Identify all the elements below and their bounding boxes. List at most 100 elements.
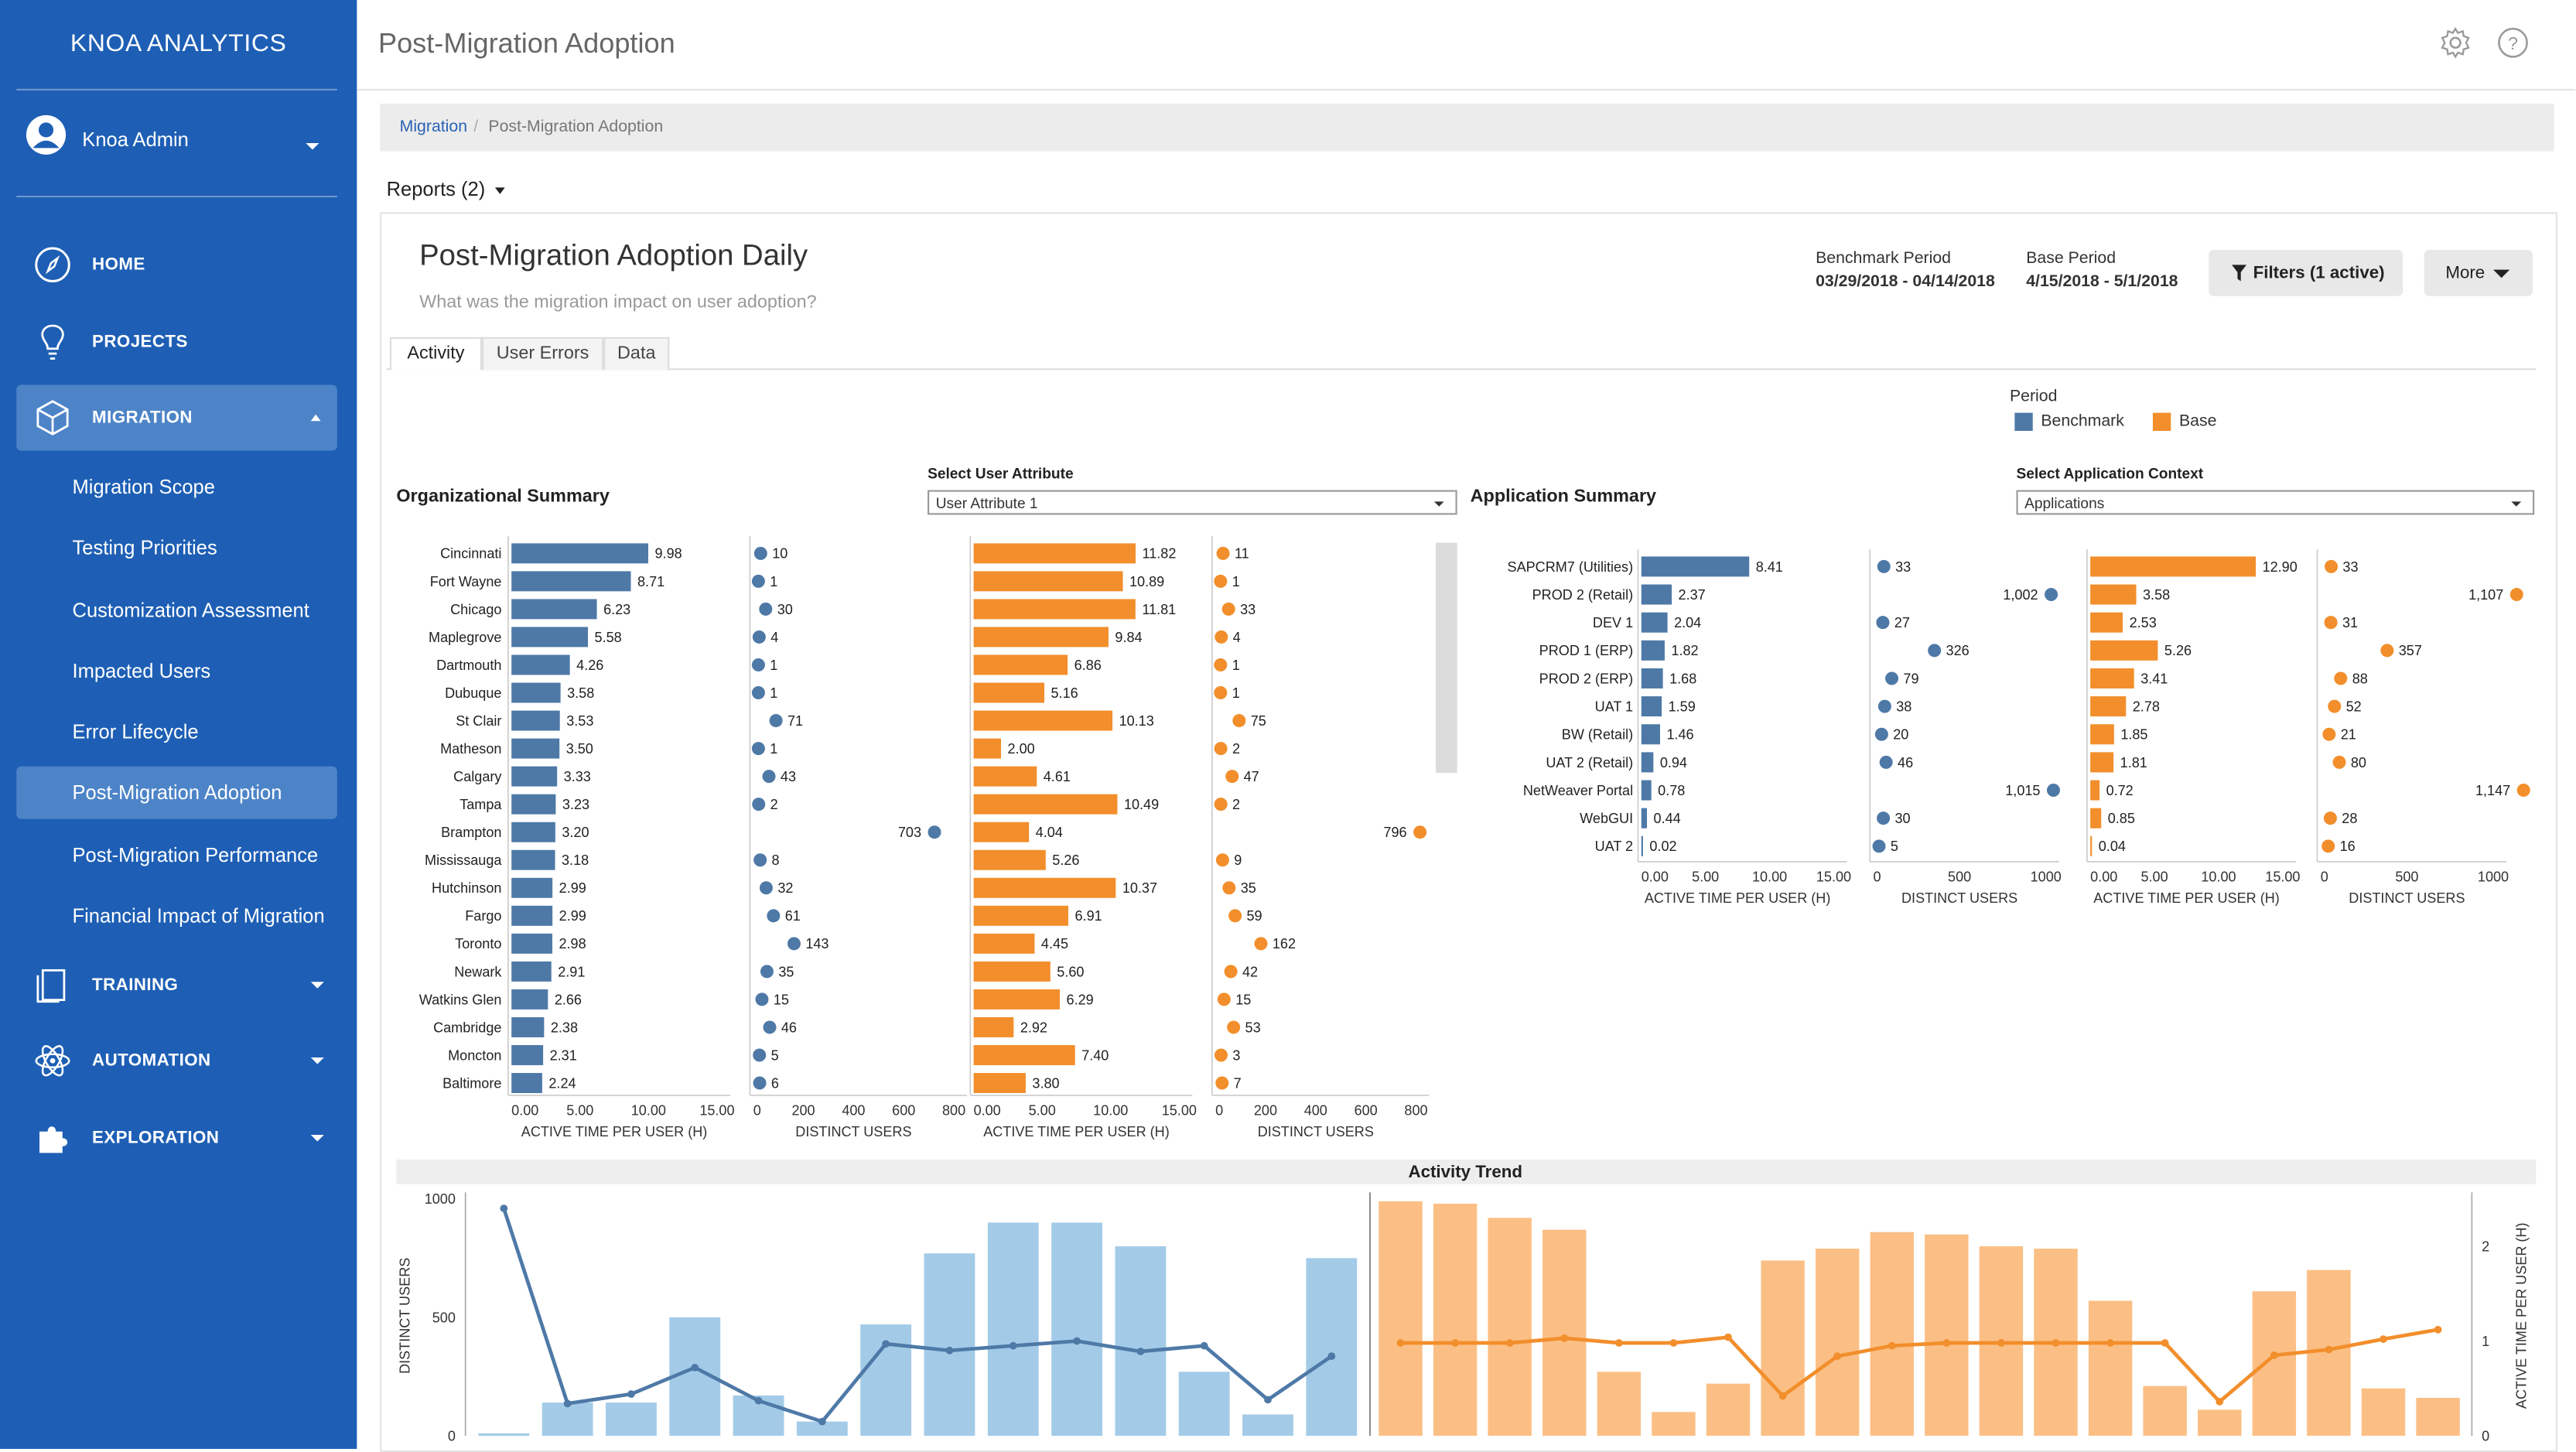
breadcrumb: Migration / Post-Migration Adoption: [380, 103, 2554, 152]
bar-value-label: 10.49: [1124, 797, 1159, 812]
tick-label: 10.00: [2201, 869, 2236, 885]
trend-point: [563, 1399, 572, 1408]
sidebar: KNOA ANALYTICS Knoa Admin HOME PROJECTS …: [0, 0, 357, 1450]
nav-post-migration-adoption[interactable]: Post-Migration Adoption: [16, 766, 337, 819]
nav-projects[interactable]: PROJECTS: [16, 309, 337, 375]
axis-title: DISTINCT USERS: [1258, 1124, 1374, 1139]
dot: [1214, 686, 1228, 700]
bar: [2090, 696, 2127, 717]
nav-testing-priorities[interactable]: Testing Priorities: [16, 521, 337, 574]
trend-point: [627, 1390, 635, 1399]
bar: [973, 933, 1035, 954]
gear-icon[interactable]: [2439, 26, 2472, 60]
nav-post-migration-performance[interactable]: Post-Migration Performance: [16, 829, 337, 882]
user-attribute-select[interactable]: User Attribute 1: [928, 490, 1457, 515]
trend-line-segment: [694, 1365, 760, 1402]
dot: [753, 1076, 767, 1090]
category-label: NetWeaver Portal: [1523, 783, 1633, 798]
bar: [511, 682, 561, 703]
tick-label: 15.00: [1162, 1102, 1197, 1118]
legend-label: Base: [2178, 412, 2217, 432]
dot-value-label: 28: [2342, 811, 2357, 826]
nav-impacted-users[interactable]: Impacted Users: [16, 644, 337, 697]
trend-point: [882, 1340, 890, 1348]
trend-line-segment: [1727, 1336, 1785, 1398]
trend-point: [1136, 1348, 1145, 1355]
nav-training[interactable]: TRAINING: [16, 952, 337, 1018]
nav-error-lifecycle[interactable]: Error Lifecycle: [16, 706, 337, 758]
bar-value-label: 2.92: [1020, 1020, 1047, 1035]
trend-point: [1888, 1341, 1896, 1350]
category-label: Tampa: [460, 797, 502, 812]
help-icon[interactable]: ?: [2496, 26, 2530, 60]
dot: [753, 1048, 767, 1062]
tab-activity[interactable]: Activity: [389, 337, 482, 371]
puzzle-icon: [39, 1126, 68, 1153]
bar: [2090, 668, 2134, 688]
dot: [1227, 1020, 1241, 1034]
bar: [973, 1016, 1014, 1037]
category-label: Watkins Glen: [419, 992, 502, 1007]
user-menu[interactable]: Knoa Admin: [26, 114, 339, 168]
category-label: Matheson: [440, 741, 501, 757]
bar-value-label: 2.24: [548, 1075, 576, 1091]
bar-value-label: 2.66: [555, 992, 582, 1007]
dot: [1216, 546, 1230, 560]
bar: [973, 599, 1136, 620]
trend-header: [396, 1159, 2537, 1184]
bar: [973, 1073, 1026, 1093]
more-button[interactable]: More: [2424, 250, 2533, 296]
dot-value-label: 52: [2346, 699, 2362, 714]
category-label: Fort Wayne: [430, 574, 502, 589]
app-context-select[interactable]: Applications: [2016, 490, 2535, 515]
nav-automation[interactable]: AUTOMATION: [16, 1028, 337, 1094]
trend-bar: [1597, 1372, 1642, 1436]
trend-bar: [1306, 1258, 1358, 1436]
dot: [753, 546, 767, 560]
bar-value-label: 2.53: [2130, 615, 2157, 630]
breadcrumb-link[interactable]: Migration: [399, 118, 468, 137]
nav-customization-assessment[interactable]: Customization Assessment: [16, 584, 337, 637]
bar-value-label: 6.23: [603, 602, 630, 617]
nav-exploration[interactable]: EXPLORATION: [16, 1105, 337, 1171]
dot: [787, 937, 801, 951]
dot: [1221, 602, 1235, 616]
tab-data[interactable]: Data: [603, 337, 670, 371]
chevron-down-icon: [310, 1134, 324, 1142]
trend-point: [691, 1363, 699, 1372]
dot-value-label: 75: [1251, 713, 1266, 729]
tick-label: 400: [842, 1102, 865, 1118]
dot-value-label: 20: [1893, 727, 1908, 743]
bar-value-label: 6.91: [1075, 908, 1102, 924]
nav-label: HOME: [92, 255, 145, 275]
nav-migration-scope[interactable]: Migration Scope: [16, 460, 337, 513]
bar-value-label: 0.04: [2099, 839, 2126, 854]
atom-icon: [35, 1045, 70, 1077]
tab-user-errors[interactable]: User Errors: [481, 337, 604, 371]
bar-value-label: 2.99: [559, 908, 586, 924]
trend-point: [1997, 1339, 2005, 1347]
dot: [1877, 699, 1891, 713]
app-context-label: Select Application Context: [2016, 465, 2204, 482]
bar-value-label: 5.60: [1057, 964, 1084, 979]
bar-value-label: 3.41: [2140, 671, 2168, 686]
trend-point: [1942, 1339, 1951, 1347]
category-label: Cincinnati: [440, 546, 501, 562]
dot-value-label: 1: [770, 685, 777, 701]
bar: [973, 905, 1069, 926]
bar: [511, 1073, 542, 1093]
trend-bar: [987, 1222, 1039, 1436]
nav-migration[interactable]: MIGRATION: [16, 384, 337, 451]
bar: [1641, 752, 1654, 773]
tick-label: 5.00: [1029, 1102, 1056, 1118]
bar: [973, 654, 1068, 675]
category-label: SAPCRM7 (Utilities): [1508, 559, 1634, 575]
filters-button[interactable]: Filters (1 active): [2209, 250, 2403, 296]
reports-dropdown[interactable]: Reports (2): [387, 178, 506, 200]
app-summary-title: Application Summary: [1470, 487, 1657, 507]
nav-financial-impact[interactable]: Financial Impact of Migration: [16, 890, 337, 942]
dot-value-label: 5: [1891, 839, 1898, 854]
dot: [1225, 770, 1239, 784]
nav-home[interactable]: HOME: [16, 232, 337, 298]
